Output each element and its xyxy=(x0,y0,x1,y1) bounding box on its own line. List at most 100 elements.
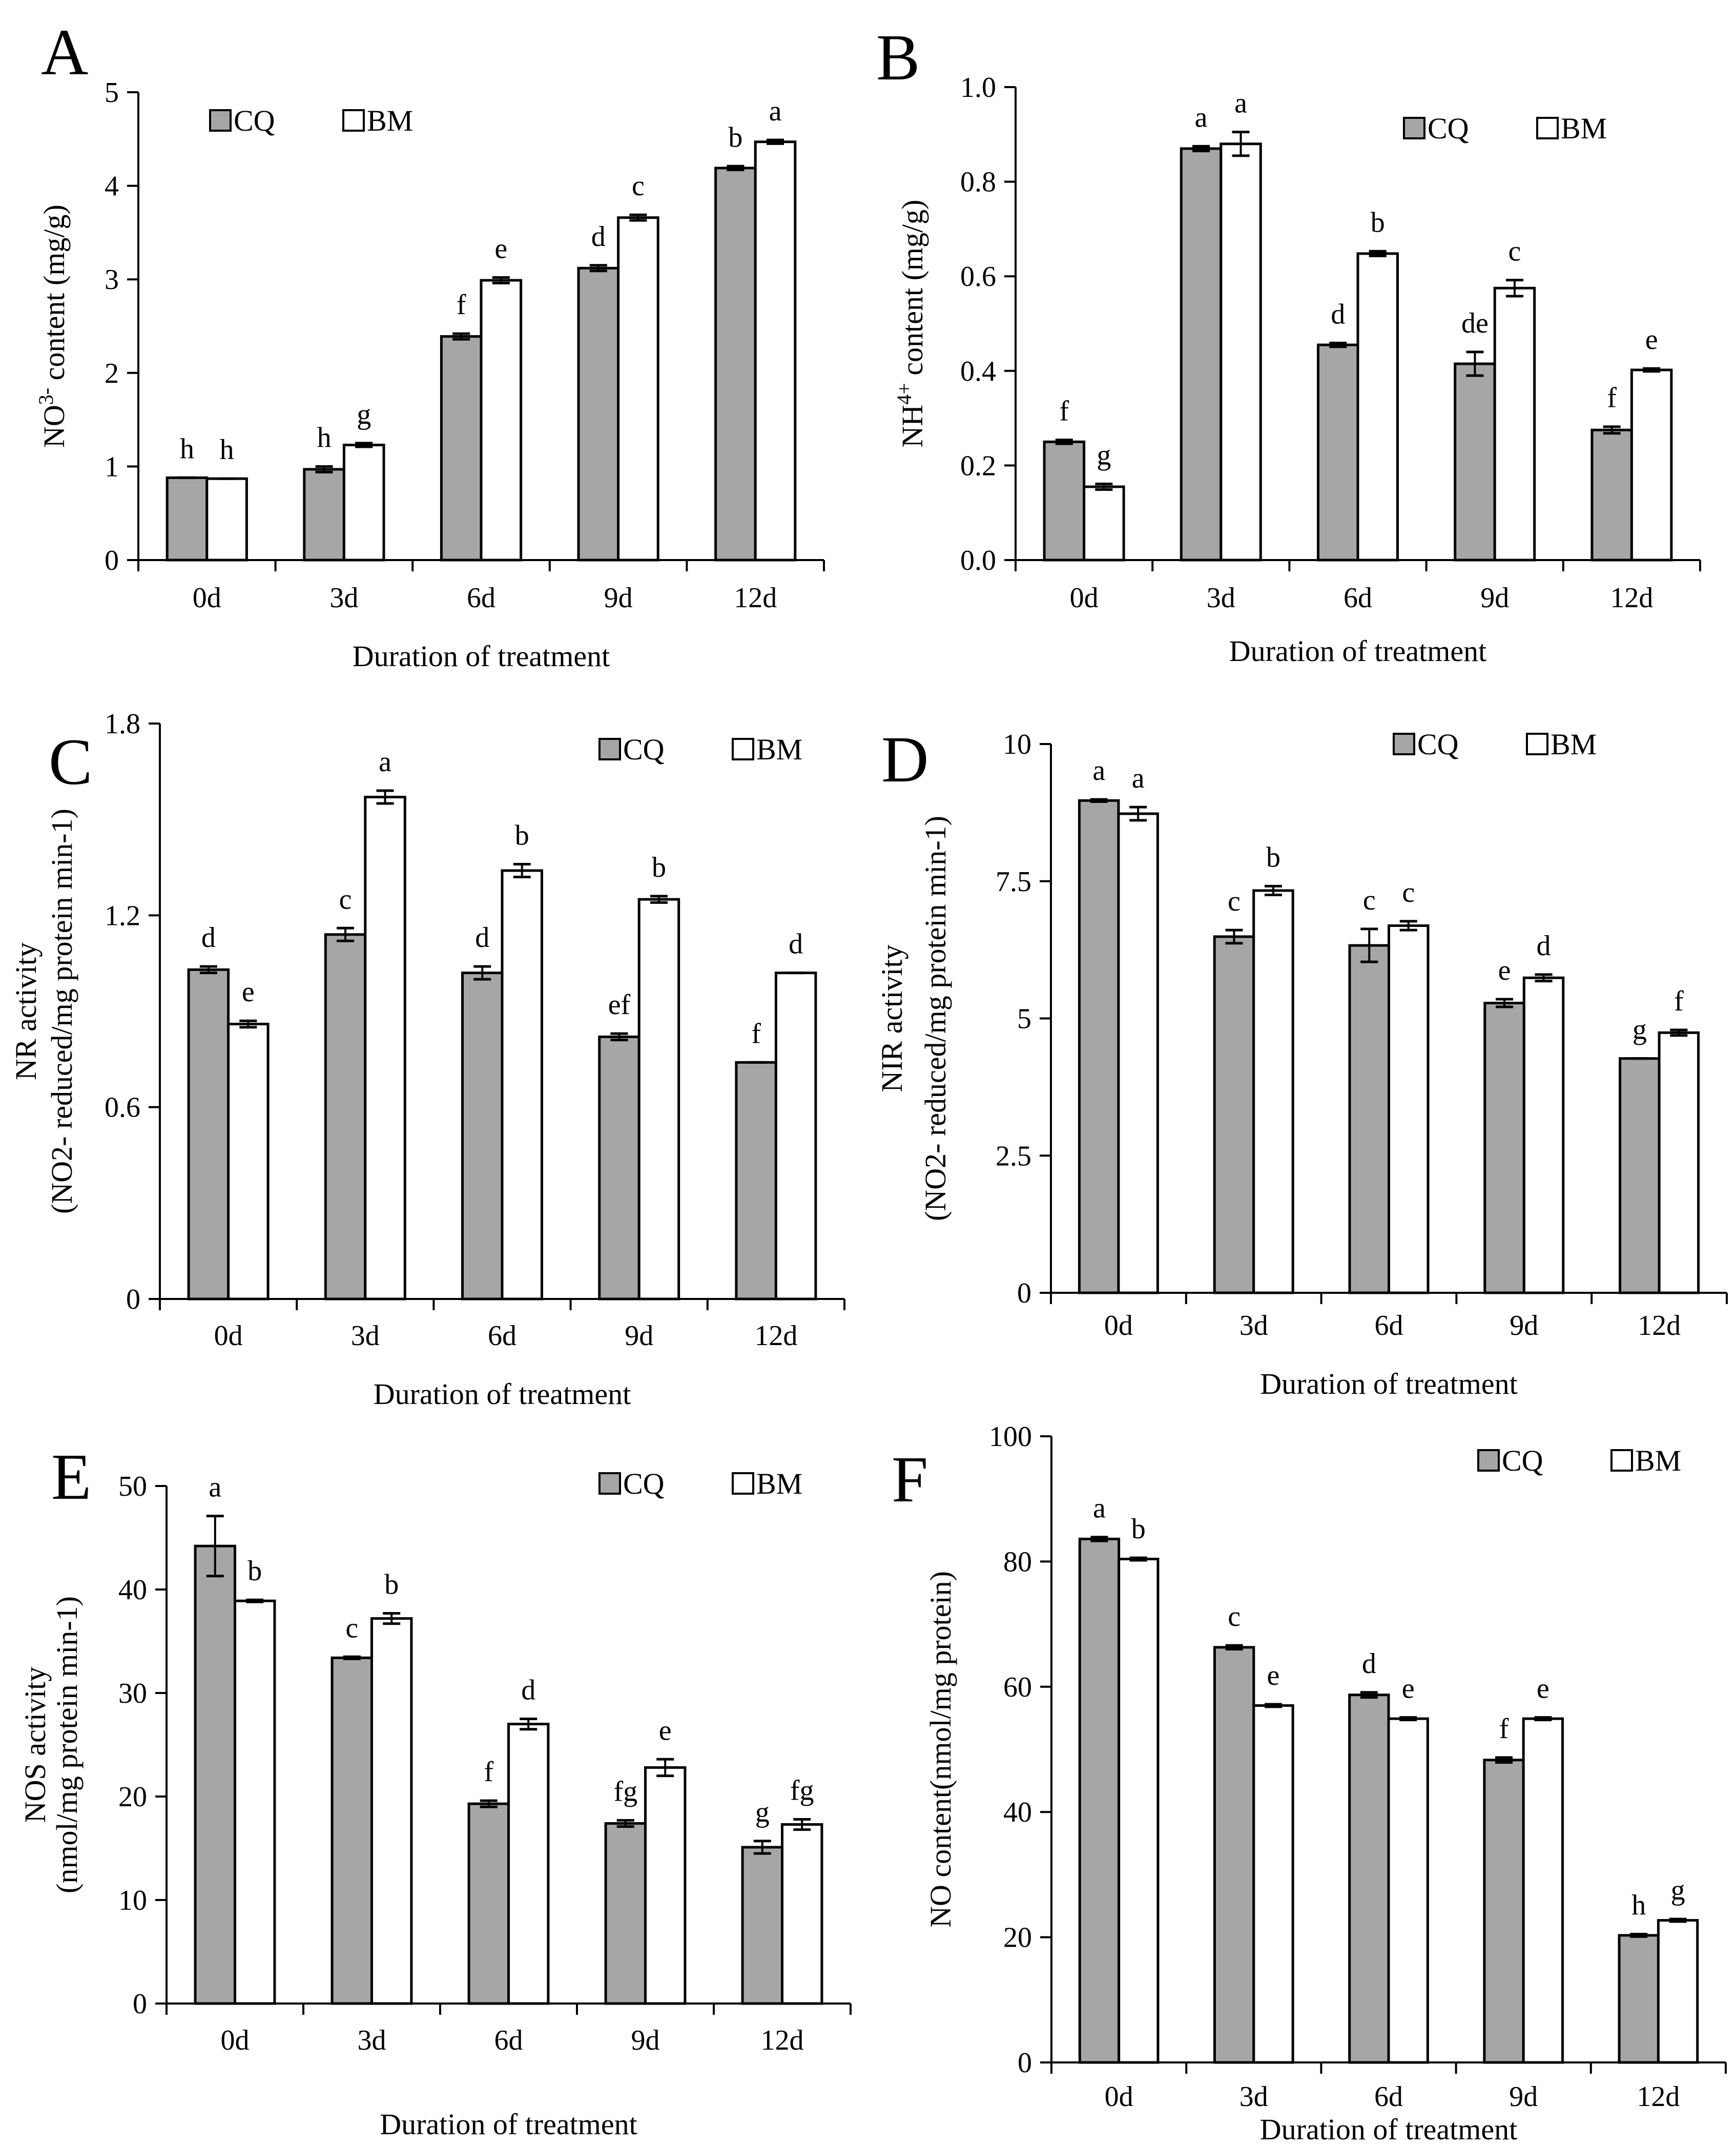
bar-cq xyxy=(1348,1694,1390,2064)
significance-letter: a xyxy=(1234,88,1247,119)
significance-letter: f xyxy=(484,1756,493,1788)
significance-letter: fg xyxy=(790,1774,814,1806)
y-tick-label: 20 xyxy=(1003,1922,1032,1954)
panel-letter: B xyxy=(876,21,920,94)
bar-bm xyxy=(644,1766,687,2005)
significance-letter: h xyxy=(220,434,234,466)
legend-label-bm: BM xyxy=(756,733,802,766)
x-tick-label: 6d xyxy=(467,582,495,614)
significance-letter: g xyxy=(357,399,371,430)
bar-cq xyxy=(1618,1934,1660,2064)
y-axis-label-part: 3- xyxy=(34,388,57,405)
legend-label-bm: BM xyxy=(1561,112,1607,145)
bar-cq xyxy=(440,335,483,562)
legend-label-cq: CQ xyxy=(1417,728,1459,761)
y-tick-label: 50 xyxy=(118,1471,147,1502)
significance-letter: b xyxy=(384,1568,399,1600)
y-tick-label: 80 xyxy=(1003,1546,1032,1578)
x-tick-label: 0d xyxy=(1104,1310,1133,1341)
bar-bm xyxy=(205,477,248,562)
x-tick-label: 12d xyxy=(1638,1310,1681,1341)
y-tick-label: 5 xyxy=(1017,1003,1031,1035)
significance-letter: f xyxy=(1607,382,1617,414)
significance-letter: c xyxy=(339,883,352,915)
x-tick-label: 3d xyxy=(1239,1310,1268,1341)
bar-bm xyxy=(370,1617,413,2005)
bar-bm xyxy=(1522,1717,1564,2064)
y-axis-label: NH4+ content (mg/g) xyxy=(893,200,929,448)
x-axis-label: Duration of treatment xyxy=(374,1377,631,1411)
bar-bm xyxy=(1388,924,1430,1294)
x-tick-label: 12d xyxy=(754,1320,797,1352)
bar-cq xyxy=(461,972,504,1300)
significance-letter: d xyxy=(475,922,489,954)
legend-swatch-cq xyxy=(1403,117,1425,139)
y-tick-label: 1.2 xyxy=(105,900,140,932)
x-tick-label: 3d xyxy=(1239,2081,1268,2113)
bar-bm xyxy=(781,1823,823,2005)
y-axis-label-part: content (mg/g) xyxy=(37,204,71,388)
bar-bm xyxy=(234,1599,276,2005)
significance-letter: d xyxy=(201,922,216,954)
y-tick-label: 0.2 xyxy=(960,450,996,482)
x-tick-label: 3d xyxy=(329,582,358,614)
significance-letter: a xyxy=(769,95,782,127)
x-tick-label: 0d xyxy=(1070,582,1099,614)
panel-letter: E xyxy=(51,1440,91,1513)
legend-label-bm: BM xyxy=(756,1467,802,1500)
y-axis-label-part: content (mg/g) xyxy=(896,200,929,383)
y-tick-label: 7.5 xyxy=(996,866,1031,898)
y-axis-label-part: 4+ xyxy=(893,383,916,405)
significance-letter: b xyxy=(247,1555,262,1587)
significance-letter: ef xyxy=(608,989,631,1021)
bar-bm xyxy=(1493,286,1536,562)
x-axis-label: Duration of treatment xyxy=(380,2108,637,2141)
x-axis-label: Duration of treatment xyxy=(353,639,610,673)
y-axis-label-part: NH xyxy=(896,405,929,448)
x-tick-label: 9d xyxy=(1509,2081,1538,2113)
significance-letter: h xyxy=(317,422,332,453)
significance-letter: f xyxy=(1060,396,1069,427)
y-axis-label: NOS activity xyxy=(18,1667,52,1823)
bar-cq xyxy=(714,167,757,562)
legend-label-cq: CQ xyxy=(623,733,665,766)
x-tick-label: 12d xyxy=(1610,582,1653,614)
legend-swatch-cq xyxy=(1477,1449,1500,1472)
x-tick-label: 3d xyxy=(1207,582,1235,614)
x-tick-label: 0d xyxy=(1105,2081,1133,2113)
y-tick-label: 1.8 xyxy=(105,708,140,740)
significance-letter: e xyxy=(659,1715,672,1746)
bar-cq xyxy=(166,476,209,562)
y-tick-label: 0.6 xyxy=(960,261,996,293)
bar-cq xyxy=(1454,362,1496,562)
y-tick-label: 20 xyxy=(118,1781,147,1813)
significance-letter: f xyxy=(751,1018,761,1049)
significance-letter: fg xyxy=(613,1776,637,1807)
x-tick-label: 0d xyxy=(193,582,221,614)
chart-panel-f: F 0 20 40 60 80 100 0d 3d 6d 9d 12d a c d f h b e e e g CQ BM Du… xyxy=(892,1421,1727,2146)
y-tick-label: 2.5 xyxy=(996,1140,1031,1172)
y-tick-label: 0 xyxy=(105,545,119,576)
y-tick-label: 30 xyxy=(118,1678,147,1709)
significance-letter: a xyxy=(379,746,391,778)
bar-bm xyxy=(501,869,543,1300)
bar-bm xyxy=(1630,368,1673,562)
significance-letter: b xyxy=(728,121,742,153)
x-tick-label: 9d xyxy=(625,1320,653,1352)
x-tick-label: 3d xyxy=(351,1320,380,1352)
y-tick-label: 0 xyxy=(1018,2047,1032,2079)
bar-cq xyxy=(303,468,345,562)
significance-letter: de xyxy=(1461,307,1489,339)
y-tick-label: 40 xyxy=(118,1574,147,1606)
y-tick-label: 10 xyxy=(118,1885,147,1916)
x-tick-label: 9d xyxy=(1510,1310,1538,1341)
significance-letter: e xyxy=(1402,1673,1415,1705)
significance-letter: c xyxy=(1228,885,1241,917)
bar-cq xyxy=(741,1846,783,2005)
significance-letter: g xyxy=(1097,439,1111,471)
y-tick-label: 0.6 xyxy=(105,1092,140,1124)
y-tick-label: 3 xyxy=(105,264,119,296)
bar-cq xyxy=(604,1822,647,2005)
legend-swatch-cq xyxy=(598,738,621,760)
